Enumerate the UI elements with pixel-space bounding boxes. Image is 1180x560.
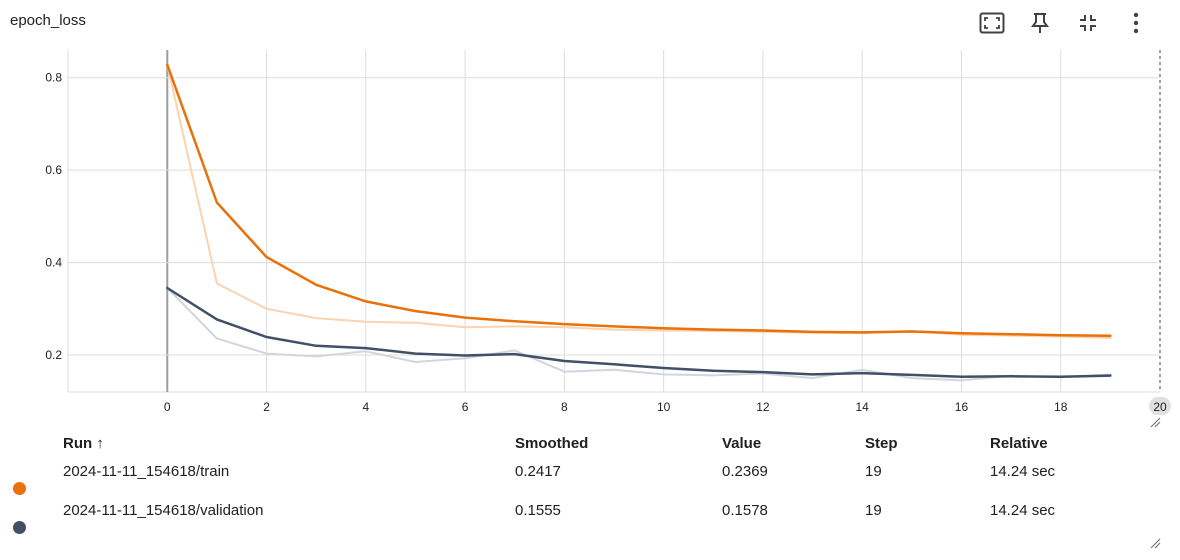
smoothed-value: 0.1555 — [515, 502, 561, 519]
pin-button[interactable] — [1016, 8, 1064, 38]
x-tick-label: 18 — [1054, 400, 1068, 414]
run-name: 2024-11-11_154618/validation — [63, 502, 264, 519]
relative-value: 14.24 sec — [990, 502, 1056, 519]
run-color-dot — [13, 521, 26, 534]
header-relative: Relative — [990, 435, 1048, 452]
step-value: 19 — [865, 463, 882, 480]
x-tick-highlight — [1149, 397, 1171, 415]
fullscreen-button[interactable] — [968, 8, 1016, 38]
header-step: Step — [865, 435, 898, 452]
fullscreen-icon — [979, 12, 1005, 34]
x-tick-label: 8 — [561, 400, 568, 414]
card-title: epoch_loss — [10, 12, 86, 29]
x-tick-label: 16 — [955, 400, 969, 414]
validation-smoothed-line — [166, 286, 1112, 378]
pin-icon — [1031, 13, 1049, 33]
chart-resize-handle[interactable] — [1149, 416, 1161, 428]
header-value: Value — [722, 435, 762, 452]
line-chart[interactable]: 0 2 4 6 8 10 12 14 16 18 20 0.2 0.4 0.6 0.8 — [0, 40, 1180, 430]
x-tick-label: 14 — [856, 400, 870, 414]
train-smoothed-line — [166, 63, 1112, 338]
x-tick-label: 10 — [657, 400, 671, 414]
x-tick-label: 12 — [756, 400, 770, 414]
series-layer — [166, 63, 1112, 382]
x-tick-label: 20 — [1153, 400, 1167, 414]
x-tick-label: 6 — [462, 400, 469, 414]
step-value: 19 — [865, 502, 882, 519]
y-tick-label: 0.4 — [45, 256, 62, 270]
run-color-dot — [13, 482, 26, 495]
raw-value: 0.2369 — [722, 463, 768, 480]
tick-layer: 0 2 4 6 8 10 12 14 16 18 20 0.2 0.4 0.6 0.8 — [45, 71, 1171, 415]
more-vert-icon — [1133, 12, 1139, 34]
y-tick-label: 0.8 — [45, 71, 62, 85]
chart-toolbar — [968, 8, 1160, 38]
more-options-button[interactable] — [1112, 8, 1160, 38]
header-run[interactable]: Run ↑ — [63, 435, 104, 452]
raw-value: 0.1578 — [722, 502, 768, 519]
x-tick-label: 2 — [263, 400, 270, 414]
grid-layer — [67, 50, 1161, 393]
y-tick-label: 0.6 — [45, 163, 62, 177]
relative-value: 14.24 sec — [990, 463, 1056, 480]
validation-raw-line — [166, 287, 1112, 382]
x-tick-label: 4 — [362, 400, 369, 414]
table-resize-handle[interactable] — [1149, 537, 1161, 549]
collapse-icon — [1080, 15, 1096, 31]
x-tick-label: 0 — [164, 400, 171, 414]
smoothed-value: 0.2417 — [515, 463, 561, 480]
train-raw-line — [166, 63, 1112, 339]
y-tick-label: 0.2 — [45, 348, 62, 362]
run-name: 2024-11-11_154618/train — [63, 463, 230, 480]
collapse-button[interactable] — [1064, 8, 1112, 38]
header-smoothed: Smoothed — [515, 435, 589, 452]
